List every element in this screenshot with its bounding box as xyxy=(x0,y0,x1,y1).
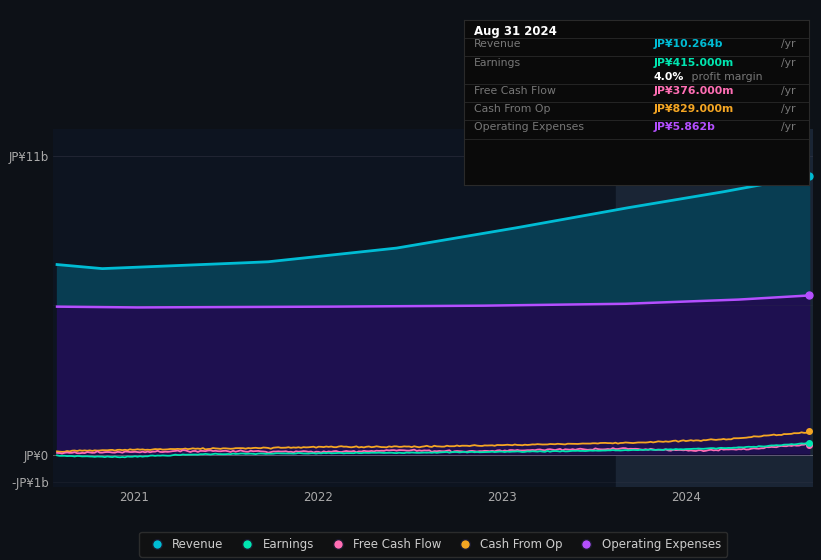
Bar xyxy=(616,129,819,487)
Text: /yr: /yr xyxy=(781,86,796,96)
Text: JP¥376.000m: JP¥376.000m xyxy=(654,86,734,96)
Text: JP¥5.862b: JP¥5.862b xyxy=(654,122,715,132)
Text: 4.0%: 4.0% xyxy=(654,72,684,82)
Text: Operating Expenses: Operating Expenses xyxy=(475,122,585,132)
Legend: Revenue, Earnings, Free Cash Flow, Cash From Op, Operating Expenses: Revenue, Earnings, Free Cash Flow, Cash … xyxy=(140,532,727,557)
Text: JP¥415.000m: JP¥415.000m xyxy=(654,58,734,68)
Text: /yr: /yr xyxy=(781,39,796,49)
Text: JP¥829.000m: JP¥829.000m xyxy=(654,104,734,114)
Text: Free Cash Flow: Free Cash Flow xyxy=(475,86,556,96)
Text: Aug 31 2024: Aug 31 2024 xyxy=(475,25,557,38)
Text: /yr: /yr xyxy=(781,122,796,132)
Text: Cash From Op: Cash From Op xyxy=(475,104,551,114)
Text: /yr: /yr xyxy=(781,104,796,114)
Text: profit margin: profit margin xyxy=(688,72,763,82)
Text: Revenue: Revenue xyxy=(475,39,521,49)
Text: /yr: /yr xyxy=(781,58,796,68)
Text: Earnings: Earnings xyxy=(475,58,521,68)
Text: JP¥10.264b: JP¥10.264b xyxy=(654,39,723,49)
